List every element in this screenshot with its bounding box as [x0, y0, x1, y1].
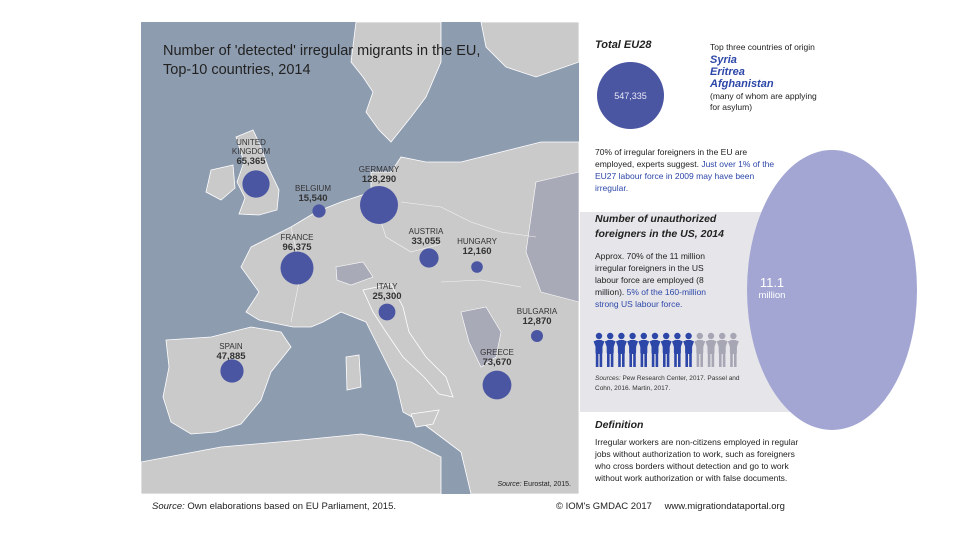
worker-icon — [705, 332, 717, 367]
us-circle — [747, 150, 917, 430]
footer-source: Source: Own elaborations based on EU Par… — [152, 501, 396, 512]
sicily-land — [410, 409, 440, 428]
map-title-line2: Top-10 countries, 2014 — [163, 62, 311, 78]
map-title: Number of 'detected' irregular migrants … — [163, 42, 563, 80]
total-circle: 547,335 — [597, 62, 664, 129]
bubble-hungary — [471, 261, 483, 273]
label-belgium: BELGIUM 15,540 — [294, 184, 332, 204]
worker-icon — [727, 332, 739, 367]
scandinavia-land — [350, 22, 442, 143]
bubble-bulgaria — [531, 330, 543, 342]
bubble-united-kingdom — [242, 170, 270, 198]
bubble-greece — [482, 370, 512, 400]
map-title-line1: Number of 'detected' irregular migrants … — [163, 43, 481, 59]
us-sources: Sources: Pew Research Center, 2017. Pass… — [595, 375, 740, 392]
copyright: © IOM's GMDAC 2017 — [556, 501, 652, 512]
eu-highlight: Just over 1% of the EU27 labour force in… — [595, 159, 775, 193]
worker-icon — [671, 332, 683, 367]
workers-pictogram — [593, 332, 739, 367]
worker-icon — [660, 332, 672, 367]
us-text: Approx. 70% of the 11 million irregular … — [595, 251, 707, 309]
value-belgium: 15,540 — [298, 193, 328, 204]
label-greece: GREECE 73,670 — [480, 348, 514, 368]
info-panel: Total EU28 547,335 Top three countries o… — [580, 22, 917, 502]
east-land — [525, 171, 579, 303]
switzerland-land — [335, 261, 374, 286]
origin-afghanistan: Afghanistan — [710, 78, 774, 90]
bubble-france — [280, 251, 314, 285]
label-austria: AUSTRIA 33,055 — [408, 227, 444, 247]
map-source: Source: Eurostat, 2015. — [497, 481, 571, 488]
origin-intro: Top three countries of origin — [710, 42, 815, 52]
label-united-kingdom: UNITED KINGDOM 65,365 — [231, 138, 271, 167]
sardinia-land — [345, 354, 362, 391]
eu-employment-text: 70% of irregular foreigners in the EU ar… — [595, 147, 775, 193]
north-africa-land — [141, 433, 442, 494]
label-italy: ITALY 25,300 — [372, 282, 402, 302]
label-bulgaria: BULGARIA 12,870 — [516, 307, 558, 327]
total-value: 547,335 — [614, 90, 647, 101]
worker-icon — [593, 332, 605, 367]
us-circle-unit: million — [758, 290, 786, 301]
ireland-land — [205, 164, 236, 201]
website-link[interactable]: www.migrationdataportal.org — [664, 501, 785, 512]
worker-icon — [615, 332, 627, 367]
value-germany: 128,290 — [361, 174, 397, 185]
us-circle-value: 11.1 — [759, 275, 785, 290]
bubble-austria — [419, 248, 439, 268]
footer-credits: © IOM's GMDAC 2017 www.migrationdataport… — [556, 501, 785, 512]
balkans-land — [460, 306, 502, 368]
value-bulgaria: 12,870 — [522, 316, 552, 327]
us-highlight: 5% of the 160-million strong US labour f… — [595, 287, 707, 309]
europe-map — [141, 22, 579, 494]
worker-icon — [716, 332, 728, 367]
worker-icon — [694, 332, 706, 367]
bubble-spain — [220, 359, 244, 383]
worker-icon — [638, 332, 650, 367]
value-united-kingdom: 65,365 — [236, 156, 266, 167]
definition-title: Definition — [595, 419, 644, 431]
value-italy: 25,300 — [372, 291, 402, 302]
origin-eritrea: Eritrea — [710, 66, 745, 78]
bubble-italy — [378, 303, 396, 321]
total-title: Total EU28 — [595, 39, 652, 51]
label-germany: GERMANY 128,290 — [358, 165, 400, 185]
us-circle-label: 11.1 million — [747, 276, 797, 302]
worker-icon — [627, 332, 639, 367]
origin-block: Top three countries of origin Syria Erit… — [710, 42, 820, 113]
worker-icon — [649, 332, 661, 367]
definition-text: Irregular workers are non-citizens emplo… — [595, 437, 799, 483]
origin-syria: Syria — [710, 54, 737, 66]
bubble-belgium — [312, 204, 326, 218]
value-hungary: 12,160 — [462, 246, 492, 257]
finland-land — [480, 22, 579, 78]
value-spain: 47,885 — [216, 351, 246, 362]
label-spain: SPAIN 47,885 — [216, 342, 246, 362]
value-austria: 33,055 — [411, 236, 441, 247]
label-hungary: HUNGARY 12,160 — [457, 237, 497, 257]
us-title: Number of unauthorized foreigners in the… — [595, 213, 724, 240]
value-greece: 73,670 — [482, 357, 512, 368]
bubble-germany — [360, 186, 398, 224]
origin-note: (many of whom are applying for asylum) — [710, 91, 817, 112]
worker-icon — [604, 332, 616, 367]
value-france: 96,375 — [282, 242, 312, 253]
label-france: FRANCE 96,375 — [280, 233, 314, 253]
worker-icon — [683, 332, 695, 367]
map-panel: Number of 'detected' irregular migrants … — [141, 22, 579, 494]
